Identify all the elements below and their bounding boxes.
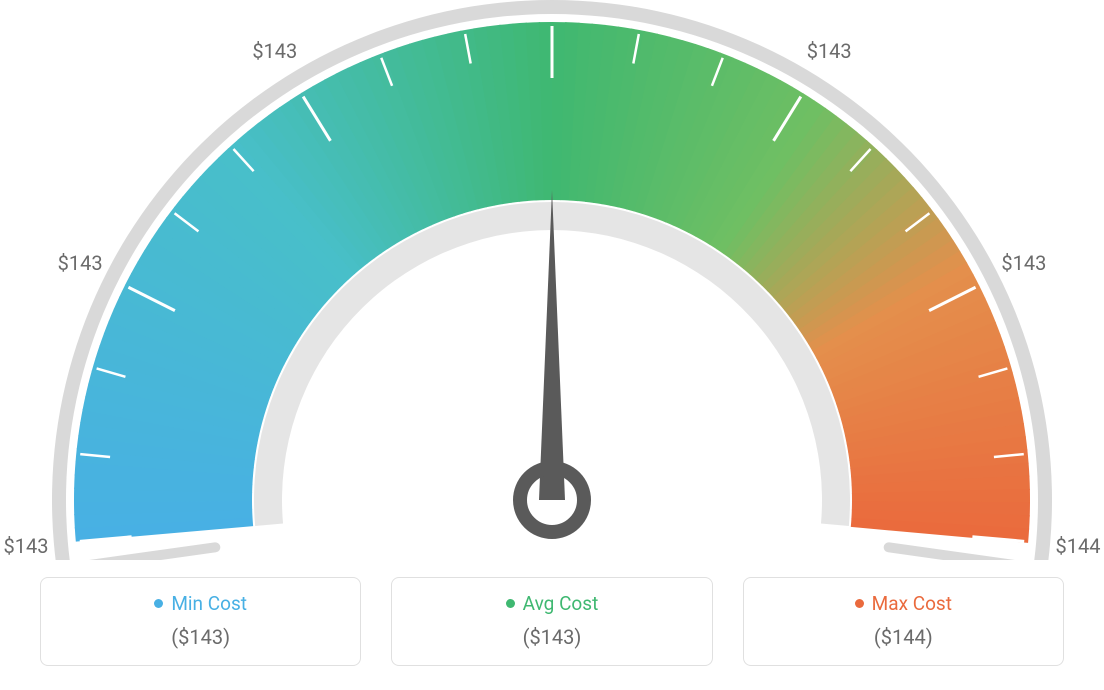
legend-title-row: Avg Cost	[506, 592, 599, 615]
legend-dot-min	[154, 599, 163, 608]
gauge-tick-label: $143	[807, 39, 852, 63]
gauge-chart: $143$143$143$143$143$143$144	[0, 0, 1104, 560]
gauge-tick-label: $144	[1056, 534, 1101, 558]
legend-value-min: ($143)	[171, 625, 230, 649]
legend-title-row: Min Cost	[154, 592, 247, 615]
legend-title-row: Max Cost	[855, 592, 952, 615]
legend-title-avg: Avg Cost	[523, 592, 599, 615]
legend-card-avg: Avg Cost ($143)	[391, 577, 712, 666]
legend-card-max: Max Cost ($144)	[743, 577, 1064, 666]
gauge-tick-label: $143	[4, 534, 49, 558]
legend-card-min: Min Cost ($143)	[40, 577, 361, 666]
legend-dot-max	[855, 599, 864, 608]
gauge-tick-label: $143	[252, 39, 297, 63]
legend-row: Min Cost ($143) Avg Cost ($143) Max Cost…	[40, 577, 1064, 666]
gauge-svg	[0, 0, 1104, 560]
legend-title-max: Max Cost	[872, 592, 952, 615]
gauge-tick-label: $143	[58, 251, 103, 275]
legend-dot-avg	[506, 599, 515, 608]
legend-value-max: ($144)	[874, 625, 933, 649]
legend-title-min: Min Cost	[171, 592, 247, 615]
legend-value-avg: ($143)	[523, 625, 582, 649]
gauge-tick-label: $143	[1001, 251, 1046, 275]
